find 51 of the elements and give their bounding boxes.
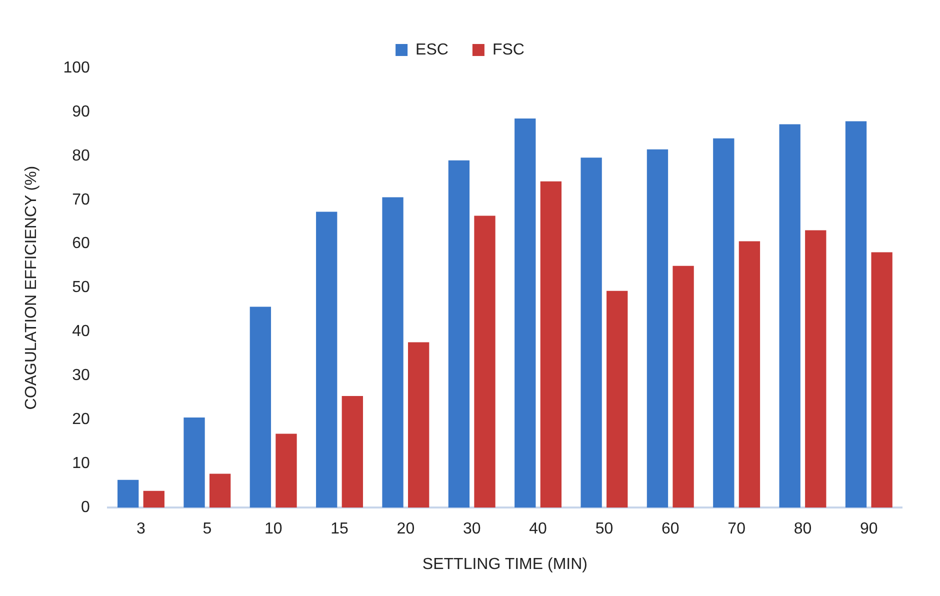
x-tick-label: 10 [264,520,282,538]
legend-label: ESC [416,41,448,58]
x-tick-label: 5 [202,520,212,538]
bar [143,490,164,508]
bar [672,266,694,508]
x-tick-label: 40 [529,520,548,538]
y-tick-label: 20 [72,411,90,428]
bar [606,290,628,508]
x-tick-label: 30 [462,520,481,538]
bar [514,118,536,508]
x-tick-label: 20 [396,520,415,538]
bar [209,474,231,508]
y-tick-label: 80 [72,147,90,164]
y-tick-label: 60 [72,235,90,252]
y-tick-label: 70 [72,191,90,208]
x-tick-label: 90 [860,520,878,538]
bar [382,197,404,508]
x-tick-label: 60 [661,520,680,538]
bar [276,434,297,508]
y-tick-label: 0 [80,499,90,516]
x-tick-label: 15 [330,520,349,538]
bar [250,306,272,508]
bar [805,230,826,508]
bar [408,342,430,508]
bar [184,417,205,508]
y-axis-title: COAGULATION EFFICIENCY (%) [23,166,40,410]
bar [845,121,867,508]
x-axis-title: SETTLING TIME (MIN) [422,556,588,573]
bar [474,216,496,508]
y-tick-label: 30 [72,367,90,384]
y-tick-label: 90 [72,103,90,120]
bar [448,160,470,508]
y-tick-label: 100 [63,59,90,76]
bar [738,241,760,508]
bar [118,480,139,508]
x-tick-label: 70 [728,520,746,538]
bar [779,124,800,508]
y-tick-label: 40 [72,323,90,340]
bar [580,158,602,508]
bar [646,149,668,508]
bar [713,138,734,508]
x-tick-label: 3 [136,520,146,538]
y-tick-label: 10 [72,455,90,472]
y-tick-label: 50 [72,279,90,296]
x-tick-label: 50 [595,520,614,538]
x-tick-label: 80 [794,520,812,538]
bar [342,396,363,508]
bar [316,212,338,508]
legend-label: FSC [492,41,524,58]
bar [871,252,892,508]
bar [540,181,562,508]
